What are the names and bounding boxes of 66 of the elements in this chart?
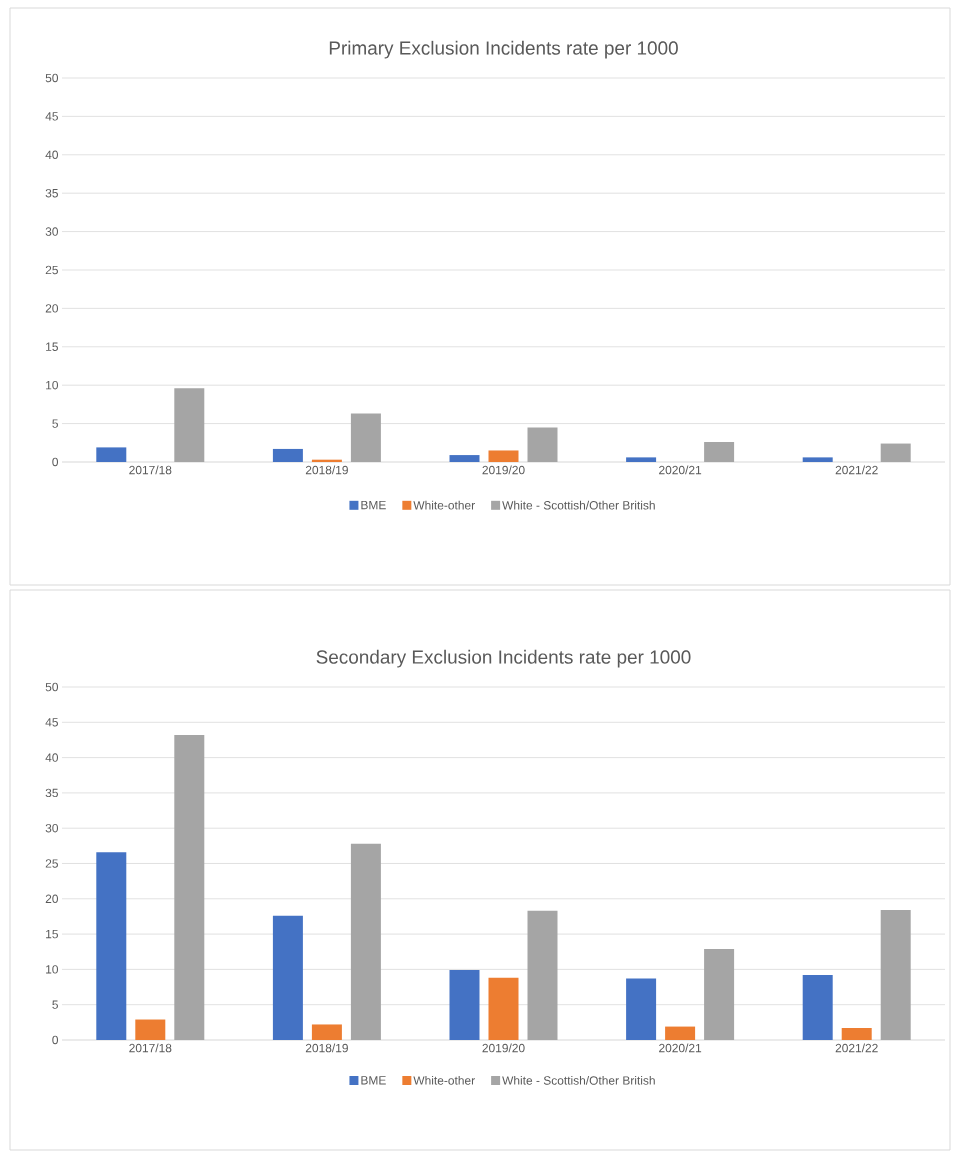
- y-tick-label: 35: [45, 188, 58, 198]
- bar: [802, 975, 833, 1040]
- legend-label: White - Scottish/Other British: [502, 1075, 655, 1085]
- x-tick-label: 2017/18: [129, 1043, 172, 1053]
- bar: [626, 457, 657, 462]
- x-tick-label: 2018/19: [305, 1043, 348, 1053]
- x-tick-label: 2021/22: [835, 465, 878, 475]
- bar: [449, 455, 480, 462]
- y-tick-label: 5: [52, 1000, 58, 1009]
- y-tick-label: 25: [45, 859, 58, 868]
- bar: [704, 948, 735, 1040]
- chart-title: Secondary Exclusion Incidents rate per 1000: [316, 649, 691, 668]
- bar: [488, 450, 519, 462]
- y-tick-label: 30: [45, 823, 59, 833]
- legend-label: BME: [361, 1076, 386, 1085]
- legend-label: White - Scottish/Other British: [502, 500, 655, 510]
- y-tick-label: 15: [46, 342, 58, 351]
- bar: [527, 910, 558, 1040]
- bar: [841, 1027, 872, 1040]
- bar: [449, 970, 480, 1040]
- bar: [488, 977, 519, 1040]
- y-tick-label: 25: [45, 265, 58, 275]
- y-tick-label: 0: [52, 457, 59, 467]
- bar: [311, 1024, 342, 1040]
- bar: [135, 1019, 166, 1040]
- x-tick-label: 2020/21: [659, 1043, 702, 1053]
- y-tick-label: 20: [45, 894, 59, 904]
- x-tick-label: 2020/21: [659, 465, 702, 475]
- y-tick-label: 30: [45, 227, 59, 236]
- bar: [350, 413, 381, 462]
- x-tick-label: 2018/19: [305, 465, 348, 475]
- y-tick-label: 35: [45, 788, 58, 798]
- y-tick-label: 40: [45, 753, 59, 762]
- y-tick-label: 0: [52, 1035, 59, 1045]
- bar: [96, 852, 127, 1040]
- bar: [527, 427, 558, 462]
- y-tick-label: 10: [46, 380, 59, 390]
- y-tick-label: 45: [45, 112, 58, 121]
- x-tick-label: 2019/20: [482, 465, 525, 475]
- legend-label: White-other: [413, 1075, 475, 1085]
- x-tick-label: 2021/22: [835, 1043, 878, 1053]
- bar: [880, 443, 911, 462]
- bar: [880, 910, 911, 1040]
- bar: [704, 442, 735, 462]
- y-tick-label: 40: [45, 150, 59, 160]
- y-tick-label: 10: [46, 965, 59, 974]
- y-tick-label: 45: [45, 718, 58, 727]
- y-tick-label: 50: [45, 73, 59, 83]
- x-tick-label: 2017/18: [129, 465, 172, 475]
- y-tick-label: 5: [52, 419, 58, 428]
- bar: [174, 388, 205, 462]
- chart-title: Primary Exclusion Incidents rate per 1000: [329, 40, 678, 59]
- bar: [96, 447, 127, 462]
- y-tick-label: 15: [46, 929, 58, 939]
- bar: [174, 735, 205, 1040]
- legend-label: BME: [361, 500, 386, 510]
- x-tick-label: 2019/20: [482, 1043, 525, 1053]
- y-tick-label: 50: [45, 682, 59, 692]
- bar: [665, 1026, 696, 1040]
- bar: [350, 843, 381, 1040]
- bar: [272, 915, 303, 1040]
- bar: [802, 457, 833, 462]
- y-tick-label: 20: [45, 304, 59, 313]
- legend-label: White-other: [413, 500, 475, 510]
- bar: [272, 448, 303, 462]
- bar: [626, 978, 657, 1040]
